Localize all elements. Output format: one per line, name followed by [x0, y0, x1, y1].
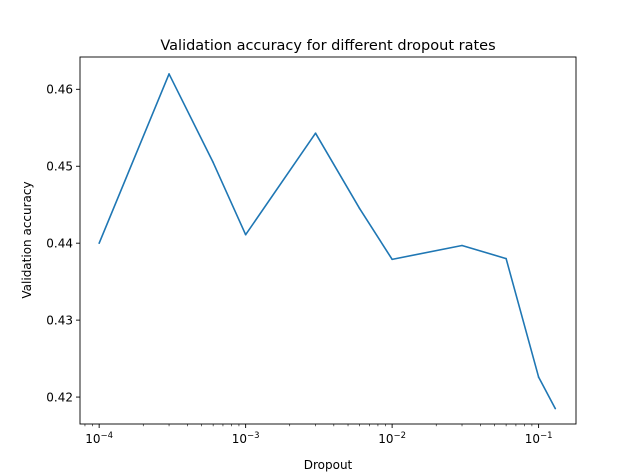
data-point	[358, 207, 361, 210]
data-point	[212, 161, 214, 164]
y-tick-label: 0.42	[46, 390, 73, 404]
data-point	[461, 244, 463, 247]
y-tick-label: 0.45	[46, 160, 73, 174]
data-point	[391, 258, 393, 261]
data-point	[505, 257, 507, 260]
data-point	[168, 73, 170, 75]
data-point	[554, 407, 557, 410]
x-axis-label: Dropout	[304, 458, 353, 472]
x-tick-label: 10−4	[85, 431, 113, 446]
y-tick-label: 0.46	[46, 83, 73, 97]
x-tick-label: 10−2	[378, 431, 406, 446]
plot-frame	[79, 56, 577, 425]
y-tick-label: 0.44	[46, 236, 73, 250]
data-point	[244, 233, 247, 236]
x-tick-label: 10−1	[525, 431, 553, 446]
data-point	[314, 132, 317, 134]
y-axis-label: Validation accuracy	[20, 181, 34, 298]
y-tick-label: 0.43	[46, 313, 73, 327]
data-point	[98, 242, 100, 244]
data-point	[537, 376, 540, 378]
x-tick-label: 10−3	[232, 431, 260, 446]
chart-title: Validation accuracy for different dropou…	[160, 38, 495, 54]
